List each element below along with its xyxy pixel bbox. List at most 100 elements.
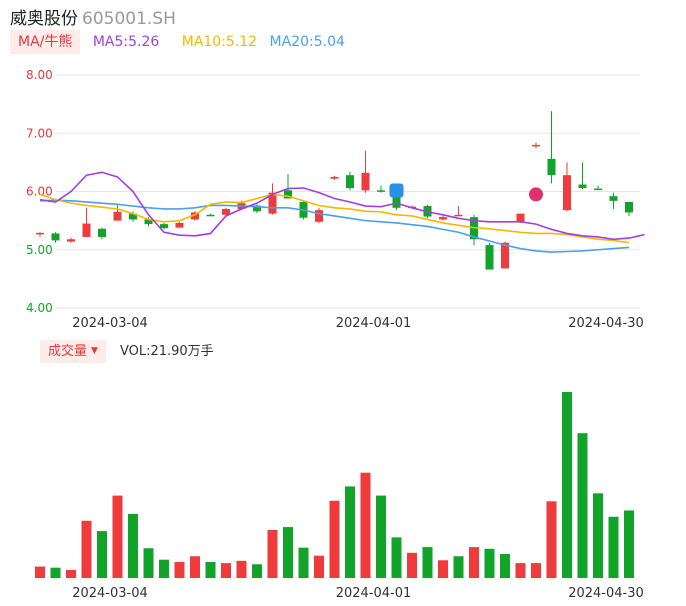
volume-bar	[469, 547, 479, 578]
candle-body	[625, 201, 633, 213]
y-tick-label: 7.00	[26, 126, 53, 140]
candle-body	[578, 184, 587, 189]
volume-bar	[438, 560, 448, 578]
volume-bar	[35, 566, 45, 578]
candle-body	[51, 233, 60, 241]
candle-body	[129, 213, 137, 220]
candle-body	[346, 175, 354, 189]
candle-body	[485, 245, 494, 270]
volume-bar	[174, 561, 185, 578]
candle-body	[439, 217, 447, 220]
candle-body	[315, 210, 323, 222]
volume-bar	[112, 495, 123, 578]
volume-bar	[391, 537, 402, 578]
candle-body	[454, 214, 463, 217]
candle-body	[330, 176, 339, 179]
volume-bar	[577, 433, 588, 578]
candle-body	[377, 190, 385, 192]
ma-bull-bear-tag[interactable]: MA/牛熊	[10, 30, 81, 54]
candle-body	[594, 188, 602, 191]
ma10-legend: MA10:5.12	[181, 34, 258, 50]
candle-body	[191, 212, 199, 220]
candle-body	[268, 192, 277, 214]
volume-bar	[484, 548, 495, 578]
volume-value: VOL:21.90万手	[119, 344, 214, 359]
ma20-line	[39, 199, 630, 253]
candle-body	[392, 194, 401, 208]
volume-bar	[252, 564, 262, 578]
volume-bar	[376, 495, 386, 578]
candle-body	[67, 239, 75, 242]
volume-bar	[190, 556, 200, 578]
volume-bar	[314, 555, 324, 578]
volume-bar	[283, 527, 293, 578]
candle-body	[98, 228, 106, 237]
candle-body	[82, 223, 91, 237]
y-tick-label: 5.00	[26, 243, 53, 257]
y-tick-label: 4.00	[26, 301, 53, 315]
stock-name: 威奥股份	[10, 9, 78, 29]
price-x-tick-label: 2024-04-30	[568, 316, 644, 331]
stock-code: 605001.SH	[82, 9, 176, 29]
candle-body	[253, 205, 261, 212]
candle-body	[361, 172, 370, 191]
candle-body	[144, 219, 153, 225]
candle-body	[36, 232, 44, 235]
volume-bar	[360, 472, 371, 578]
candle-body	[563, 175, 571, 211]
volume-bar	[221, 563, 231, 578]
volume-bar	[453, 556, 464, 578]
y-tick-label: 8.00	[26, 68, 53, 82]
caret-down-icon: ▼	[91, 346, 98, 356]
candle-body	[175, 222, 184, 228]
volume-bar	[562, 392, 572, 578]
candle-body	[516, 213, 525, 222]
volume-header: 成交量 ▼ VOL:21.90万手	[40, 340, 214, 363]
volume-bar	[407, 552, 417, 578]
candle-body	[532, 144, 540, 147]
volume-x-tick-label: 2024-03-04	[72, 586, 148, 601]
y-tick-label: 6.00	[26, 185, 53, 199]
ma5-line	[39, 171, 645, 241]
volume-bar	[422, 547, 433, 578]
volume-bar	[50, 567, 61, 578]
volume-x-tick-label: 2024-04-30	[568, 586, 644, 601]
volume-bar	[205, 561, 216, 578]
price-x-tick-label: 2024-04-01	[336, 316, 412, 331]
candle-body	[547, 158, 556, 176]
ma-legend: MA/牛熊 MA5:5.26 MA10:5.12 MA20:5.04	[10, 30, 345, 54]
volume-tag-label: 成交量	[48, 344, 88, 359]
ma20-legend: MA20:5.04	[269, 34, 345, 50]
volume-bar	[298, 547, 309, 578]
candle-body	[284, 190, 292, 199]
volume-x-tick-label: 2024-04-01	[336, 586, 412, 601]
volume-bar	[143, 548, 154, 578]
candle-body	[113, 211, 122, 221]
volume-bar	[236, 560, 247, 578]
stock-header: 威奥股份 605001.SH	[10, 4, 176, 29]
volume-bar	[515, 563, 526, 578]
candle-body	[609, 196, 618, 201]
candle-body	[501, 242, 509, 269]
volume-bar	[546, 501, 557, 578]
price-x-tick-label: 2024-03-04	[72, 316, 148, 331]
news-marker-icon	[389, 183, 404, 198]
volume-bar	[97, 531, 107, 578]
candle-body	[160, 224, 168, 229]
volume-bar	[608, 516, 619, 578]
volume-bar	[267, 529, 278, 578]
ma5-legend: MA5:5.26	[92, 34, 160, 50]
volume-bar	[81, 520, 92, 578]
candle-body	[222, 208, 230, 215]
event-marker-icon	[529, 187, 543, 202]
volume-bar	[345, 486, 355, 578]
volume-bar	[500, 553, 510, 578]
volume-bar	[531, 563, 541, 578]
candle-body	[206, 214, 215, 217]
volume-selector[interactable]: 成交量 ▼	[40, 340, 106, 363]
volume-bar	[593, 493, 603, 578]
volume-bar	[128, 513, 138, 578]
volume-bar	[624, 510, 634, 578]
volume-bar	[329, 500, 340, 578]
volume-bar	[159, 559, 169, 578]
